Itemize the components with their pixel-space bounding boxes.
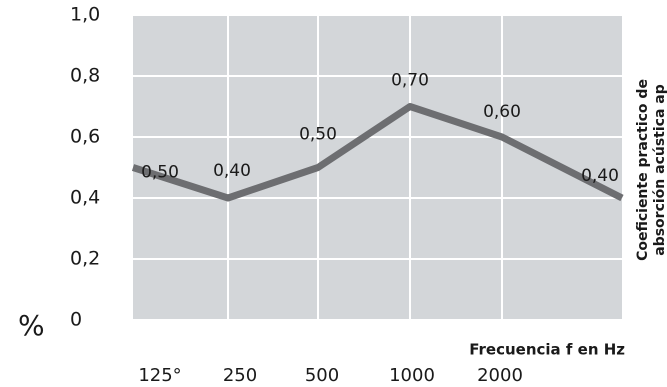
y-axis-label: absorción acústica ap (652, 84, 667, 256)
x-tick-label: 250 (223, 365, 257, 386)
y-tick-label: 0 (70, 309, 82, 331)
plot-area (133, 15, 622, 320)
y-tick-label: 0,2 (70, 248, 100, 270)
data-label: 0,40 (213, 161, 251, 181)
x-tick-label: 500 (305, 365, 339, 386)
x-tick-label: 125° (138, 365, 181, 386)
x-tick-label: 2000 (477, 365, 523, 386)
y-tick-label: 0,6 (70, 126, 100, 148)
data-label: 0,50 (299, 125, 337, 145)
data-label: 0,50 (141, 163, 179, 183)
y-tick-label: 1,0 (70, 4, 100, 26)
y-tick-label: 0,8 (70, 65, 100, 87)
data-label: 0,70 (391, 71, 429, 91)
y-unit: % (18, 309, 45, 342)
y-tick-label: 0,4 (70, 187, 100, 209)
y-axis-label: Coeficiente practico de (635, 79, 651, 261)
data-label: 0,40 (581, 166, 619, 186)
data-label: 0,60 (483, 102, 521, 122)
x-tick-label: 1000 (389, 365, 435, 386)
x-axis-label: Frecuencia f en Hz (469, 341, 625, 359)
data-line (131, 103, 624, 202)
